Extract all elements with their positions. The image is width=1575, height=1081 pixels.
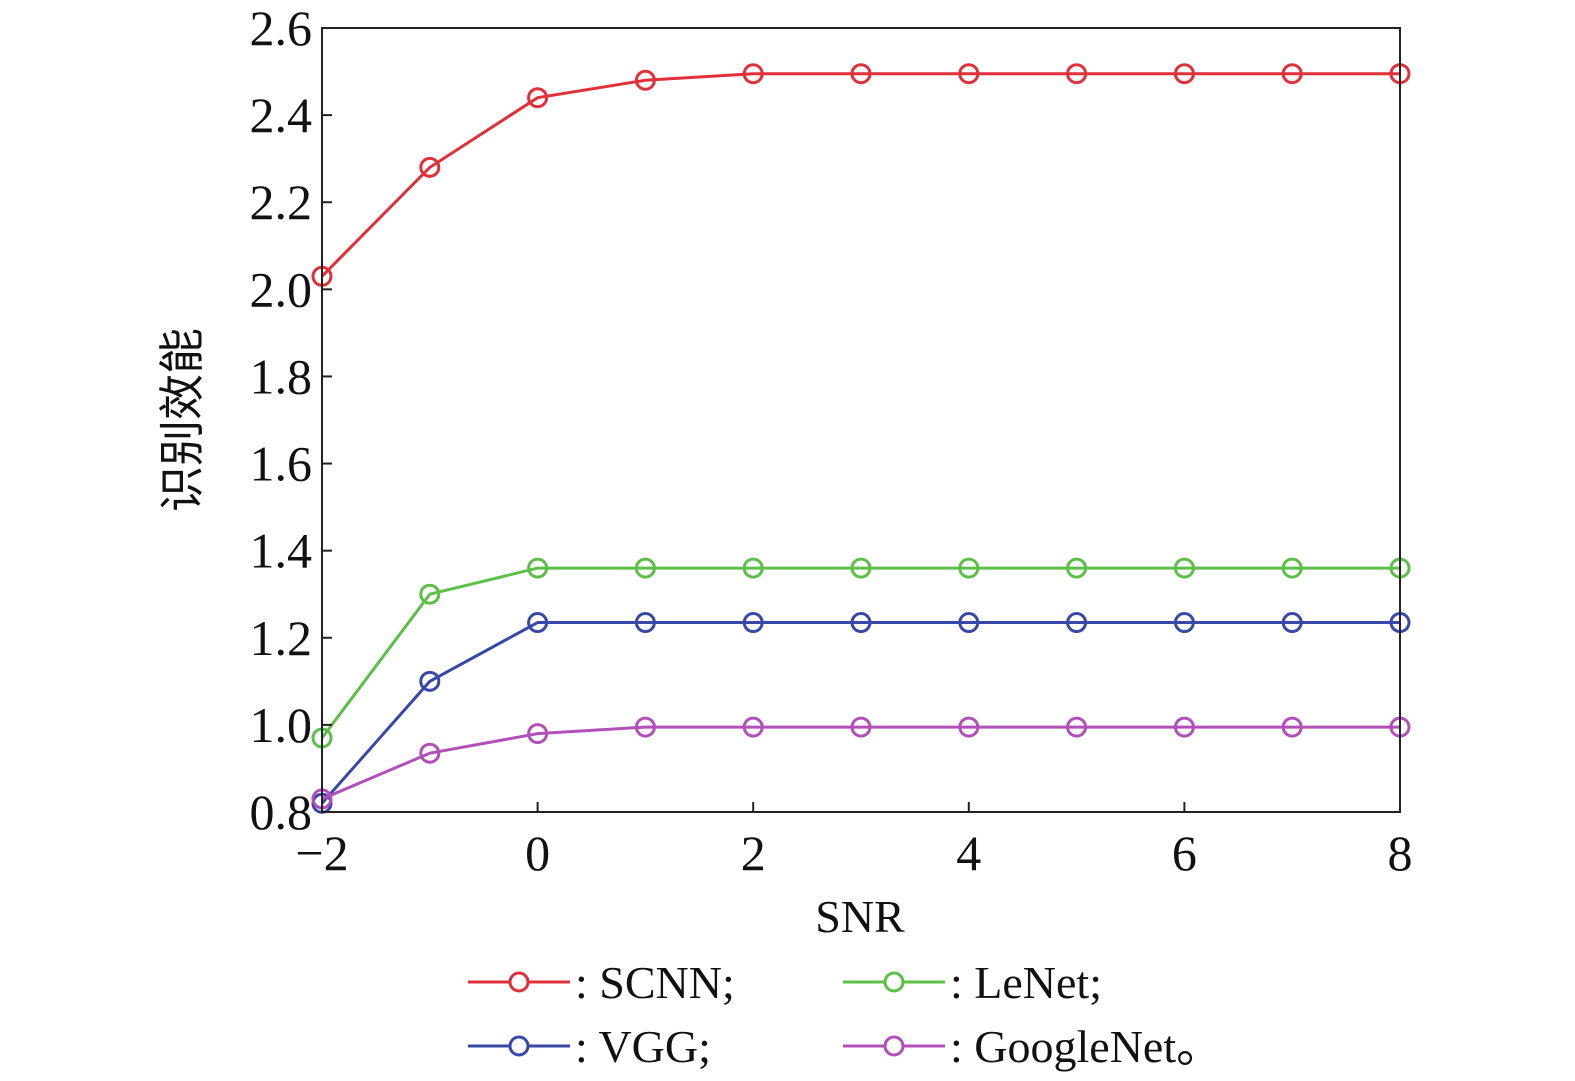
data-point xyxy=(1066,557,1088,579)
series-scnn xyxy=(311,63,1411,287)
axes-layer: 0.8 1.0 1.2 1.4 1.6 1.8 2.0 2.2 2.4 2.6 −2 0 2 4 6 8 xyxy=(250,0,1413,881)
series-vgg xyxy=(311,612,1411,814)
x-axis-label: SNR xyxy=(815,891,905,942)
y-tick-label: 1.4 xyxy=(250,523,313,579)
y-tick-label: 2.0 xyxy=(250,261,313,317)
data-point xyxy=(850,612,872,634)
y-tick-label: 2.4 xyxy=(250,87,313,143)
x-tick-label: 2 xyxy=(741,825,766,881)
data-point xyxy=(1281,612,1303,634)
data-point xyxy=(634,69,656,91)
y-tick-label: 2.2 xyxy=(250,174,313,230)
legend-marker xyxy=(508,971,530,993)
y-tick-label: 1.8 xyxy=(250,348,313,404)
data-point xyxy=(958,63,980,85)
legend-label: : SCNN; xyxy=(575,957,735,1008)
y-axis-label: 识别效能 xyxy=(157,328,208,512)
data-point xyxy=(527,557,549,579)
data-point xyxy=(958,612,980,634)
y-tick-label: 1.0 xyxy=(250,697,313,753)
data-point xyxy=(850,63,872,85)
data-point xyxy=(1066,63,1088,85)
y-tick-label: 2.6 xyxy=(250,0,313,56)
data-point xyxy=(634,716,656,738)
series-line-vgg xyxy=(320,621,1400,805)
data-point xyxy=(527,723,549,745)
data-point xyxy=(1173,557,1195,579)
legend-label: : VGG; xyxy=(575,1021,711,1072)
y-tick-label: 1.6 xyxy=(250,436,313,492)
data-point xyxy=(419,156,441,178)
data-point xyxy=(1173,63,1195,85)
legend-item-lenet: : LeNet; xyxy=(843,957,1102,1008)
data-point xyxy=(634,612,656,634)
legend-label: : GoogleNet。 xyxy=(950,1021,1222,1072)
data-point xyxy=(742,612,764,634)
x-tick-label: 4 xyxy=(956,825,981,881)
data-point xyxy=(634,557,656,579)
data-point xyxy=(1066,716,1088,738)
data-point xyxy=(527,612,549,634)
y-tick-label: 0.8 xyxy=(250,784,313,840)
data-point xyxy=(850,557,872,579)
data-point xyxy=(419,583,441,605)
series-line-googlenet xyxy=(321,725,1400,801)
data-point xyxy=(527,87,549,109)
data-point xyxy=(850,716,872,738)
legend-marker xyxy=(508,1035,530,1057)
series-layer xyxy=(311,63,1411,814)
data-point xyxy=(1173,612,1195,634)
data-point xyxy=(1281,63,1303,85)
data-point xyxy=(742,716,764,738)
x-tick-label: 6 xyxy=(1172,825,1197,881)
legend: : SCNN; : LeNet; : VGG; : GoogleNet。 xyxy=(468,957,1222,1072)
data-point xyxy=(419,742,441,764)
data-point xyxy=(742,63,764,85)
data-point xyxy=(1066,612,1088,634)
data-point xyxy=(1173,716,1195,738)
data-point xyxy=(419,670,441,692)
x-tick-label: −2 xyxy=(295,825,348,881)
series-googlenet xyxy=(311,716,1411,810)
legend-item-vgg: : VGG; xyxy=(468,1021,711,1072)
legend-label: : LeNet; xyxy=(950,957,1102,1008)
data-point xyxy=(1281,716,1303,738)
legend-item-googlenet: : GoogleNet。 xyxy=(843,1021,1222,1072)
data-point xyxy=(1281,557,1303,579)
legend-marker xyxy=(883,971,905,993)
data-point xyxy=(958,716,980,738)
data-point xyxy=(958,557,980,579)
series-line-lenet xyxy=(320,566,1400,739)
x-tick-label: 0 xyxy=(525,825,550,881)
data-point xyxy=(742,557,764,579)
x-tick-label: 8 xyxy=(1388,825,1413,881)
plot-frame xyxy=(321,27,1401,813)
y-tick-label: 1.2 xyxy=(250,610,313,666)
legend-marker xyxy=(883,1035,905,1057)
series-line-scnn xyxy=(320,72,1400,278)
legend-item-scnn: : SCNN; xyxy=(468,957,735,1008)
